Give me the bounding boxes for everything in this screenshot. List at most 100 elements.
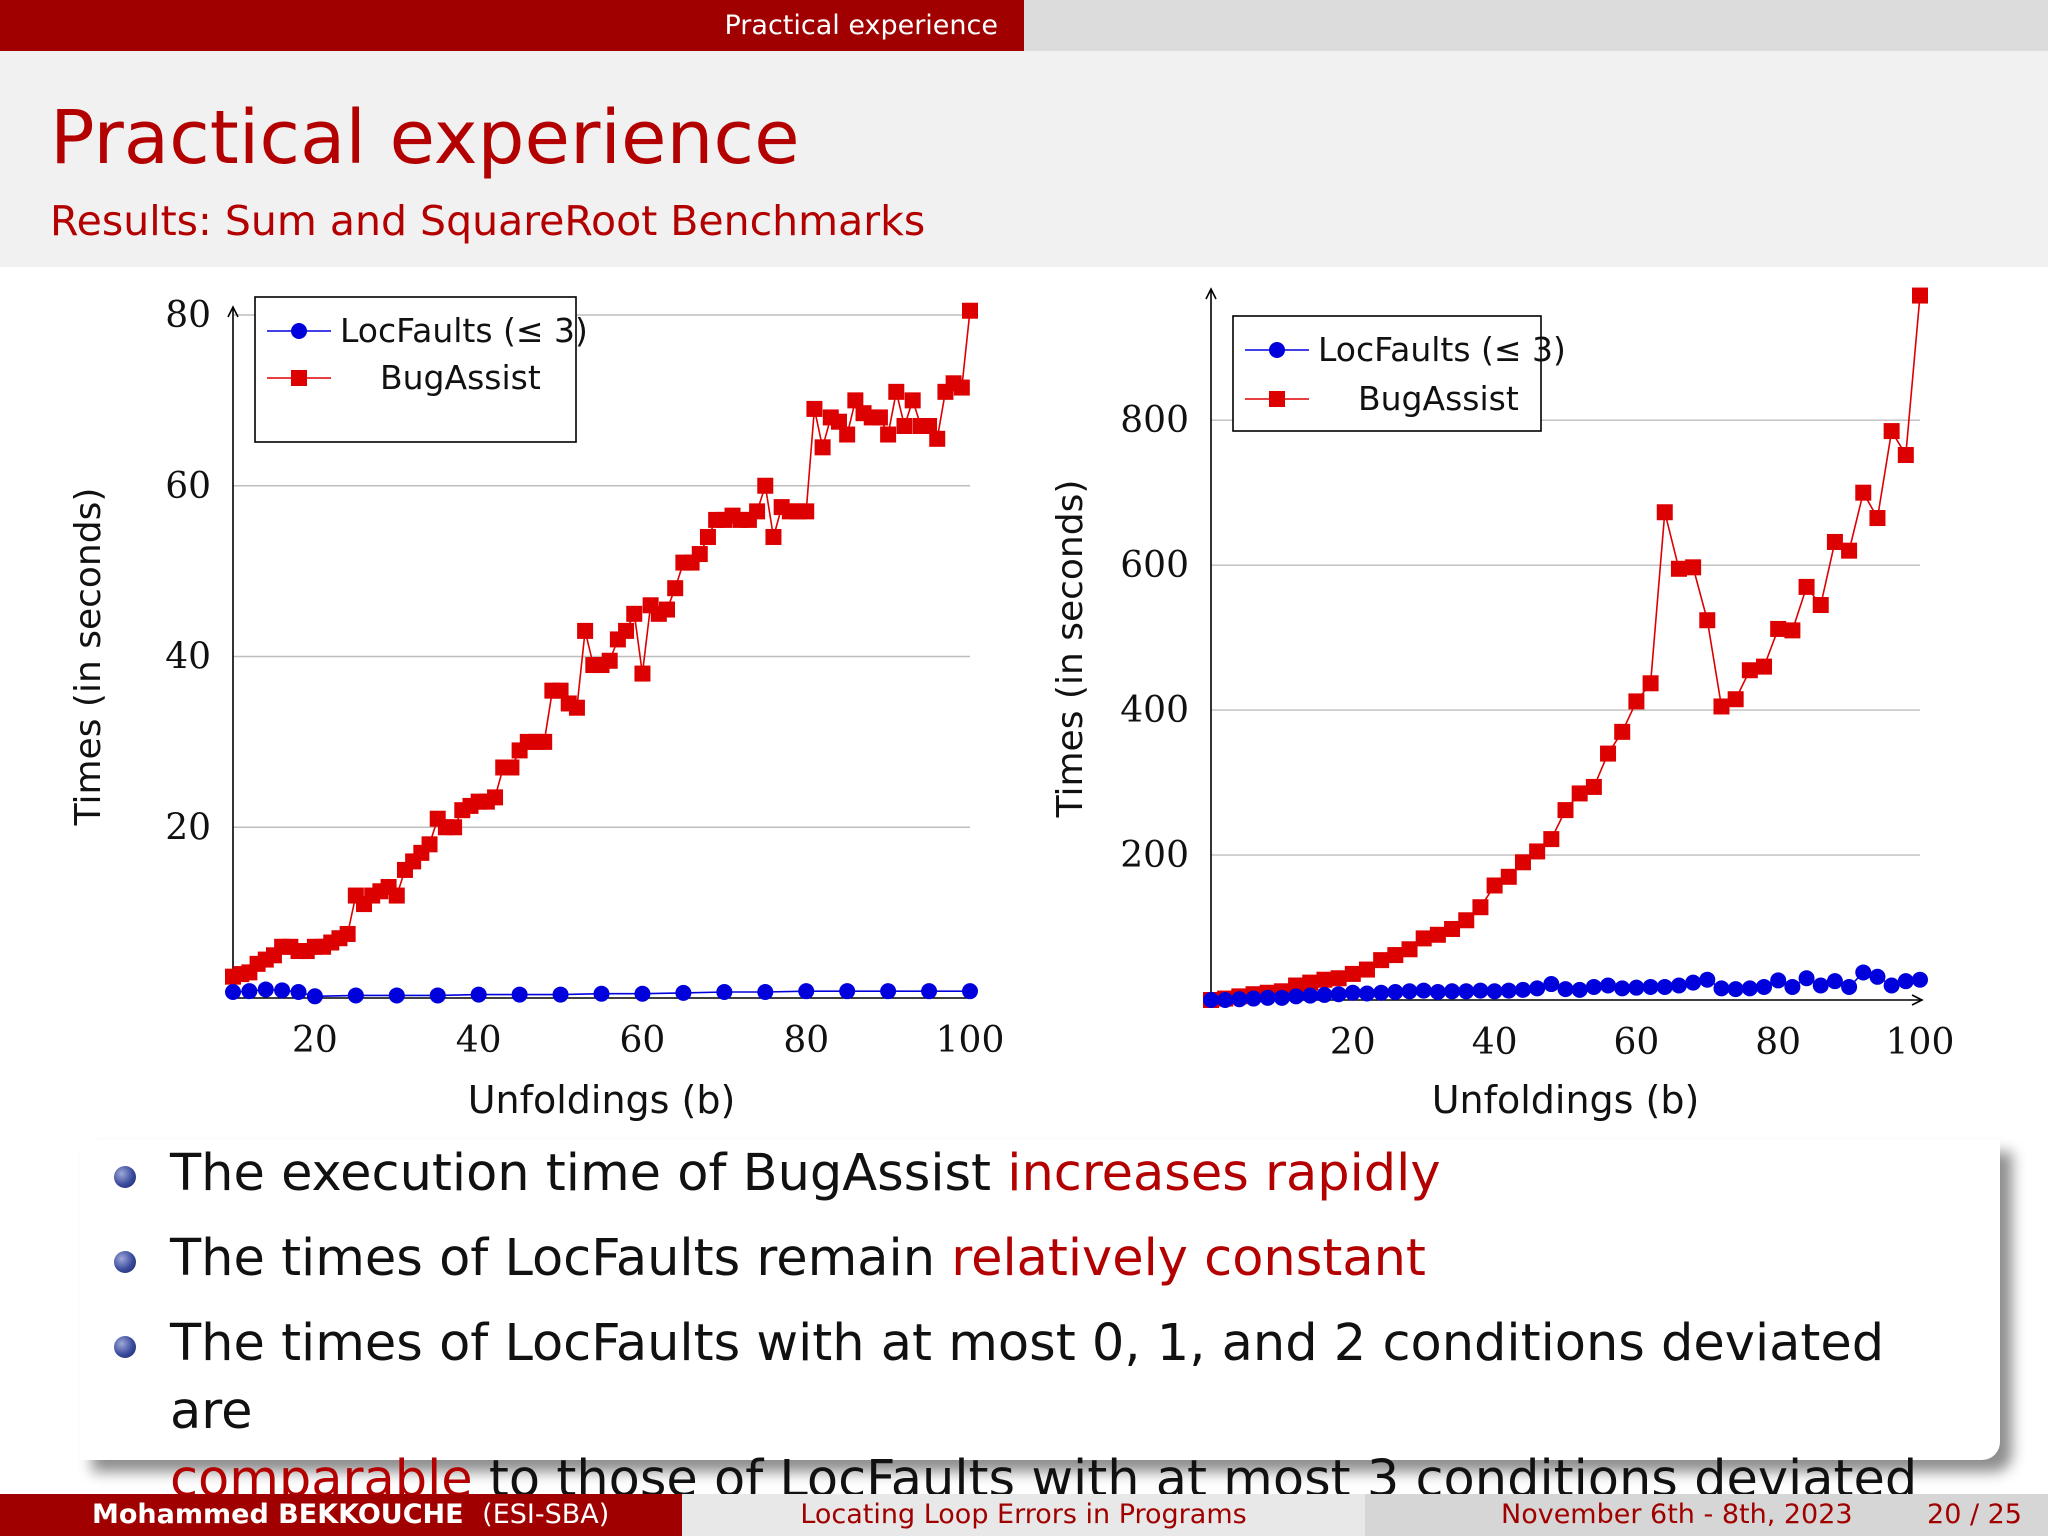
data-point [814,439,831,456]
data-point [388,987,405,1004]
data-point [880,426,897,443]
bullet-emphasis: relatively constant [951,1229,1426,1288]
data-point [1543,976,1560,993]
y-axis-label: Times (in seconds) [68,488,109,827]
data-point [634,985,651,1002]
data-point [225,984,241,1001]
data-point [1429,926,1446,943]
data-point [888,383,905,400]
data-point [904,392,921,409]
footer-author: Mohammed BEKKOUCHE [92,1499,464,1530]
y-tick-label: 800 [1120,400,1189,441]
data-point [568,699,585,716]
y-axis-arrow [227,305,239,318]
data-point [798,503,815,520]
data-point [1486,877,1503,894]
data-point [1628,693,1645,710]
data-point [470,986,487,1003]
data-point [757,984,774,1001]
data-point [1401,983,1418,1000]
bullet-emphasis: increases rapidly [1007,1144,1441,1203]
data-point [1826,533,1843,550]
data-point [871,409,888,426]
data-point [1614,980,1631,997]
bullet-icon [114,1251,136,1273]
data-point [1841,978,1858,995]
y-tick-label: 200 [1120,835,1189,876]
data-point [1883,977,1900,994]
data-point [421,836,438,853]
data-point [1387,947,1404,964]
data-point [503,759,520,776]
data-point [1259,989,1276,1006]
data-point [1458,983,1475,1000]
bullet-text: The execution time of BugAssist [170,1144,1008,1203]
data-point [1500,868,1517,885]
data-point [1571,981,1588,998]
data-point [1685,559,1702,576]
y-axis-label: Times (in seconds) [1050,480,1091,819]
data-point [1869,968,1886,985]
data-point [511,986,528,1003]
data-point [749,503,766,520]
data-point [1798,970,1815,987]
legend-box [1232,315,1542,432]
y-tick-label: 60 [165,466,211,507]
bullet-item-2: The times of LocFaults remain relatively… [170,1225,1426,1293]
data-point [839,983,856,1000]
y-tick-label: 40 [165,637,211,678]
data-point [339,925,356,942]
data-point [1373,952,1390,969]
data-point [1358,985,1375,1002]
data-point [1387,984,1404,1001]
data-point [601,652,618,669]
data-point [1812,597,1829,614]
legend-entry: BugAssist [1358,379,1519,418]
data-point [1358,961,1375,978]
data-point [716,984,733,1001]
data-point [839,426,856,443]
data-point [921,983,938,1000]
data-point [1912,971,1928,988]
footer-date: November 6th - 8th, 2023 [1501,1499,1853,1530]
footer-talk-title[interactable]: Locating Loop Errors in Programs [682,1494,1365,1536]
data-point [1514,981,1531,998]
x-tick-label: 60 [1613,1022,1659,1063]
data-point [1770,972,1787,989]
data-point [962,983,978,1000]
footer-date-block[interactable]: November 6th - 8th, 2023 20 / 25 [1365,1494,2048,1536]
data-point [536,733,553,750]
section-label[interactable]: Practical experience [0,0,1024,51]
data-point [1614,723,1631,740]
data-point [1883,423,1900,440]
data-point [1557,981,1574,998]
x-tick-label: 20 [292,1020,338,1061]
y-tick-label: 400 [1120,690,1189,731]
data-point [806,400,823,417]
data-point [241,983,258,1000]
data-point [1273,989,1290,1006]
footer-author-block[interactable]: Mohammed BEKKOUCHE (ESI-SBA) [0,1494,682,1536]
chart-sum: 20 40 60 80 20 40 60 80 100 Unfoldings (b) Times (… [68,295,1005,1122]
legend-box [254,296,577,443]
x-tick-label: 80 [1755,1022,1801,1063]
x-tick-label: 100 [936,1020,1005,1061]
data-point [1302,987,1319,1004]
x-tick-label: 20 [1330,1022,1376,1063]
data-point [1855,964,1872,981]
data-point [798,983,815,1000]
x-axis-label: Unfoldings (b) [1432,1078,1700,1122]
data-point [896,417,913,434]
data-point [1869,510,1886,527]
data-point [921,417,938,434]
data-point [691,546,708,563]
x-tick-label: 60 [620,1020,666,1061]
data-point [577,622,594,639]
data-point [306,988,323,1005]
legend-entry: LocFaults (≤ 3) [340,311,588,350]
data-point [830,413,847,430]
chart-squareroot: 200 400 600 800 20 40 60 80 100 Unfoldings (b) Tim… [1050,287,1954,1122]
data-point [1826,973,1843,990]
data-point [1600,977,1617,994]
legend-marker [1269,391,1285,407]
